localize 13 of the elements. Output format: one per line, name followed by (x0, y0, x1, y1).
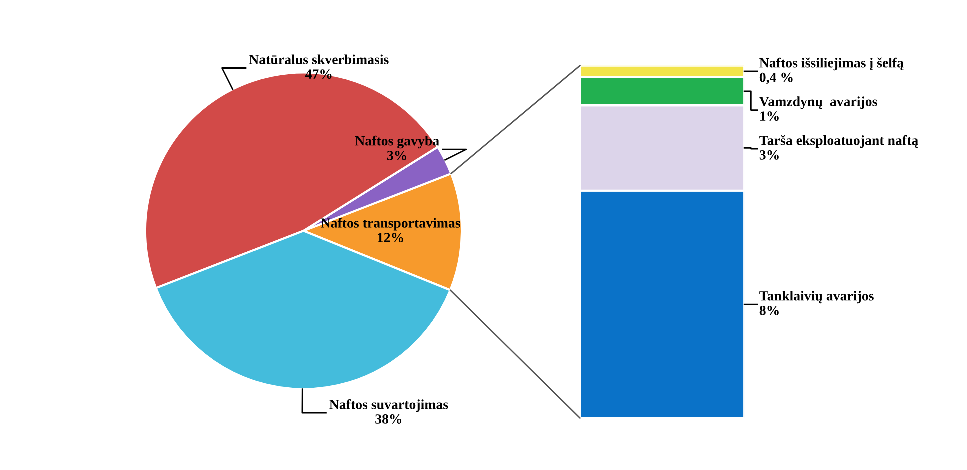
series-label: Tanklaivių avarijos (760, 291, 874, 304)
data-label: 38% (376, 414, 402, 424)
data-label: 3% (760, 150, 779, 160)
series-label: Naftos išsiliejimas į šelfą (760, 58, 904, 71)
data-label: 12% (378, 233, 404, 243)
data-label: 8% (760, 306, 779, 316)
series-label: Tarša eksploatuojant naftą (760, 135, 918, 148)
data-label: 1% (760, 112, 779, 122)
slice-label: Natūralus skverbimasis (249, 54, 389, 64)
slice-label: Naftos suvartojimas (330, 399, 448, 412)
data-label: 0,4 % (760, 72, 793, 84)
data-label: 3% (387, 151, 406, 160)
series-label: Vamzdynų avarijos (760, 96, 878, 110)
